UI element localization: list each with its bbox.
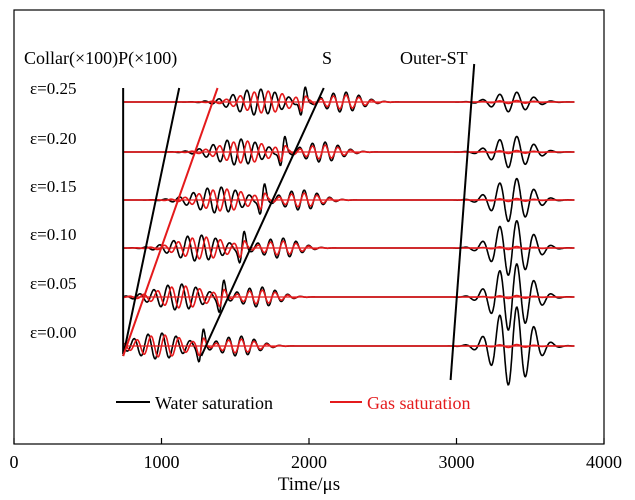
x-tick-label: 2000 [291,452,327,472]
traces-layer [122,86,575,386]
row-label: ε=0.15 [30,177,76,196]
row-label: ε=0.10 [30,225,76,244]
annotation-collar-p: Collar(×100)P(×100) [24,48,177,69]
row-label: ε=0.20 [30,129,76,148]
row-label: ε=0.25 [30,79,76,98]
x-axis-title: Time/μs [278,474,340,495]
legend: Water saturation Gas saturation [116,393,470,413]
row-label: ε=0.00 [30,323,76,342]
trace-gas [123,140,575,164]
legend-label-gas: Gas saturation [367,393,470,413]
moveout-p-gas [122,87,219,357]
moveout-p-water [122,87,181,357]
legend-label-water: Water saturation [155,393,273,413]
moveout-s [200,87,325,357]
row-label: ε=0.05 [30,274,76,293]
row-labels-layer: ε=0.25 ε=0.20 ε=0.15 ε=0.10 ε=0.05 ε=0.00 [30,79,76,342]
moveout-lines-layer [122,63,476,381]
x-tick-label: 1000 [144,452,180,472]
x-tick-label: 0 [10,452,19,472]
x-tick-label: 4000 [586,452,622,472]
annotation-s: S [322,48,332,68]
x-tick-label: 3000 [439,452,475,472]
annotation-outer-st: Outer-ST [400,48,468,68]
x-axis: 0 1000 2000 3000 4000 [10,438,622,472]
moveout-outer-st [449,63,476,381]
